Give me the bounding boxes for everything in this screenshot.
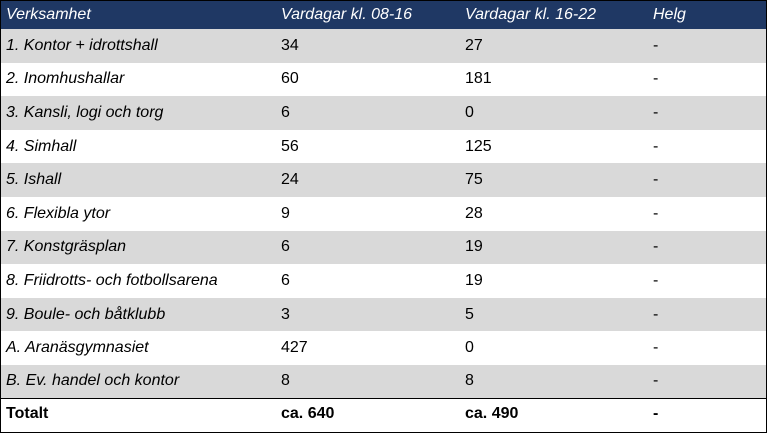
row-value-evening: 28 — [465, 204, 483, 222]
table-row: A. Aranäsgymnasiet 427 0 - — [1, 331, 766, 365]
row-value-day: 60 — [281, 70, 299, 88]
table-row: 1. Kontor + idrottshall 34 27 - — [1, 29, 766, 63]
table-row: B. Ev. handel och kontor 8 8 - — [1, 364, 766, 399]
total-value-evening: ca. 490 — [460, 398, 648, 429]
table-row: 7. Konstgräsplan 6 19 - — [1, 230, 766, 265]
row-value-weekend: - — [653, 339, 659, 357]
row-value-evening: 125 — [465, 137, 492, 155]
total-value-weekend: - — [648, 398, 766, 429]
table-header-row: Verksamhet Vardagar kl. 08-16 Vardagar k… — [1, 1, 766, 29]
header-verksamhet: Verksamhet — [6, 6, 91, 23]
row-value-weekend: - — [653, 271, 659, 289]
table-row: 5. Ishall 24 75 - — [1, 163, 766, 197]
row-value-evening: 5 — [465, 305, 474, 323]
row-value-evening: 0 — [465, 339, 474, 357]
row-value-evening: 181 — [465, 70, 492, 88]
row-name: B. Ev. handel och kontor — [6, 372, 180, 390]
table-row: 2. Inomhushallar 60 181 - — [1, 63, 766, 97]
row-name: 3. Kansli, logi och torg — [6, 103, 164, 121]
row-value-day: 6 — [281, 238, 290, 256]
header-helg: Helg — [653, 6, 686, 23]
row-value-weekend: - — [653, 305, 659, 323]
row-value-day: 6 — [281, 271, 290, 289]
row-name: 2. Inomhushallar — [6, 70, 125, 88]
row-value-evening: 75 — [465, 171, 483, 189]
row-value-day: 8 — [281, 372, 290, 390]
table-row: 6. Flexibla ytor 9 28 - — [1, 197, 766, 231]
header-vardagar-16-22: Vardagar kl. 16-22 — [465, 6, 597, 23]
row-value-weekend: - — [653, 36, 659, 54]
row-value-day: 56 — [281, 137, 299, 155]
row-value-weekend: - — [653, 137, 659, 155]
total-row: Totalt ca. 640 ca. 490 - — [1, 398, 766, 429]
row-value-evening: 19 — [465, 238, 483, 256]
row-name: A. Aranäsgymnasiet — [6, 339, 149, 357]
row-name: 8. Friidrotts- och fotbollsarena — [6, 271, 218, 289]
row-name: 4. Simhall — [6, 137, 77, 155]
row-value-evening: 8 — [465, 372, 474, 390]
row-name: 6. Flexibla ytor — [6, 204, 111, 222]
row-value-day: 427 — [281, 339, 308, 357]
row-value-weekend: - — [653, 70, 659, 88]
row-value-day: 9 — [281, 204, 290, 222]
row-value-weekend: - — [653, 238, 659, 256]
row-value-evening: 0 — [465, 103, 474, 121]
table-row: 3. Kansli, logi och torg 6 0 - — [1, 96, 766, 130]
row-value-weekend: - — [653, 204, 659, 222]
row-value-weekend: - — [653, 103, 659, 121]
row-value-weekend: - — [653, 171, 659, 189]
total-value-day: ca. 640 — [276, 398, 460, 429]
table-row: 8. Friidrotts- och fotbollsarena 6 19 - — [1, 264, 766, 298]
row-value-day: 6 — [281, 103, 290, 121]
table-row: 4. Simhall 56 125 - — [1, 130, 766, 164]
row-name: 1. Kontor + idrottshall — [6, 36, 158, 54]
row-value-day: 24 — [281, 171, 299, 189]
row-value-evening: 19 — [465, 271, 483, 289]
row-name: 5. Ishall — [6, 171, 62, 189]
table-row: 9. Boule- och båtklubb 3 5 - — [1, 297, 766, 332]
row-name: 9. Boule- och båtklubb — [6, 305, 166, 323]
header-vardagar-08-16: Vardagar kl. 08-16 — [281, 6, 413, 23]
row-value-day: 34 — [281, 36, 299, 54]
row-value-weekend: - — [653, 372, 659, 390]
row-name: 7. Konstgräsplan — [6, 238, 127, 256]
total-label: Totalt — [1, 398, 276, 429]
row-value-evening: 27 — [465, 36, 483, 54]
row-value-day: 3 — [281, 305, 290, 323]
